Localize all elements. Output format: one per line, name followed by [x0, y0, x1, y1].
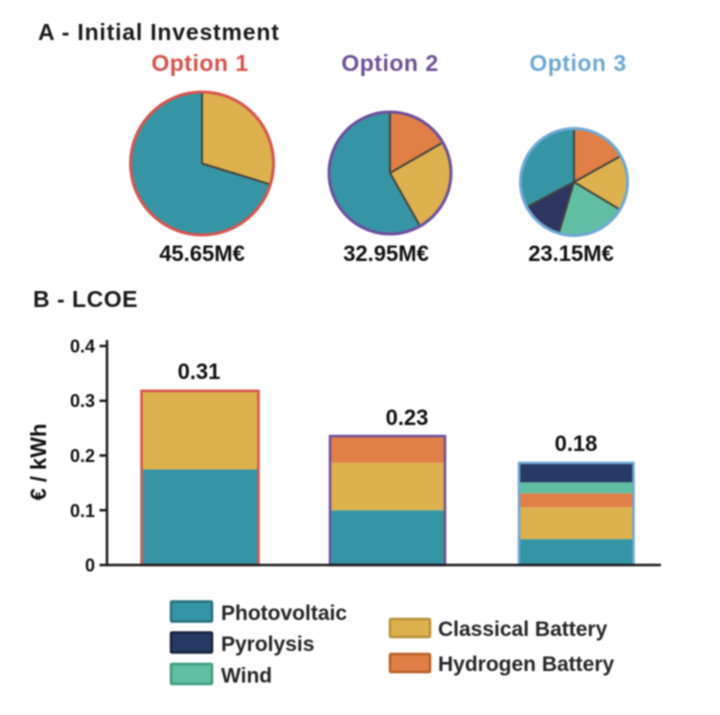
svg-text:Photovoltaic: Photovoltaic — [221, 602, 347, 625]
svg-text:Hydrogen Battery: Hydrogen Battery — [438, 653, 615, 676]
svg-text:32.95M€: 32.95M€ — [343, 241, 429, 266]
svg-text:0.18: 0.18 — [555, 431, 598, 456]
svg-text:0.1: 0.1 — [70, 501, 95, 521]
svg-text:0.2: 0.2 — [70, 446, 95, 466]
svg-text:0.23: 0.23 — [386, 405, 429, 430]
svg-text:A - Initial Investment: A - Initial Investment — [38, 19, 280, 45]
svg-text:Option 2: Option 2 — [341, 50, 438, 76]
svg-text:Option 1: Option 1 — [151, 50, 248, 76]
svg-text:0.4: 0.4 — [70, 337, 95, 357]
svg-text:23.15M€: 23.15M€ — [528, 241, 614, 266]
svg-text:45.65M€: 45.65M€ — [159, 241, 245, 266]
svg-text:0.31: 0.31 — [178, 359, 221, 384]
svg-text:€ / kWh: € / kWh — [26, 423, 51, 500]
svg-text:Pyrolysis: Pyrolysis — [221, 633, 314, 656]
svg-text:Option 3: Option 3 — [529, 50, 626, 76]
svg-text:Wind: Wind — [221, 665, 272, 688]
svg-text:0.3: 0.3 — [70, 391, 95, 411]
svg-text:Classical Battery: Classical Battery — [438, 618, 608, 641]
svg-text:B - LCOE: B - LCOE — [33, 286, 138, 312]
svg-text:0: 0 — [85, 556, 95, 576]
